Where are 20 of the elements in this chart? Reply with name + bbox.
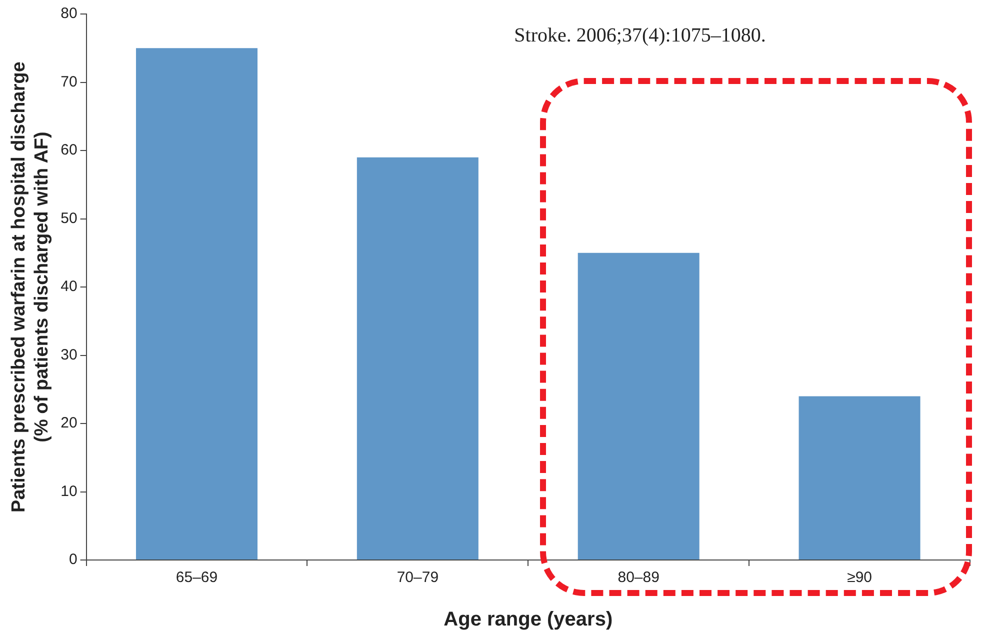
y-tick-label: 20 <box>60 414 78 432</box>
bar <box>356 157 478 560</box>
y-tick-label: 10 <box>60 482 78 500</box>
x-tick-label: 65–69 <box>176 569 218 586</box>
y-tick-label: 40 <box>60 278 78 296</box>
y-axis-title: Patients prescribed warfarin at hospital discharge (% of patients discharged with AF) <box>8 62 52 512</box>
y-tick-label: 0 <box>68 551 78 568</box>
bar <box>578 252 700 560</box>
bar <box>136 48 258 560</box>
bar <box>798 396 920 560</box>
y-tick-label: 80 <box>60 5 78 22</box>
x-tick-label: 80–89 <box>618 569 660 586</box>
y-tick-label: 50 <box>60 210 78 227</box>
x-axis-title: Age range (years) <box>444 608 613 631</box>
y-tick-label: 70 <box>60 73 78 90</box>
x-tick-label: 70–79 <box>396 569 439 586</box>
x-tick-label: ≥90 <box>847 569 872 586</box>
y-tick-label: 60 <box>60 142 78 159</box>
y-tick-label: 30 <box>60 346 78 364</box>
annotation: Stroke. 2006;37(4):1075–1080. <box>514 24 766 46</box>
